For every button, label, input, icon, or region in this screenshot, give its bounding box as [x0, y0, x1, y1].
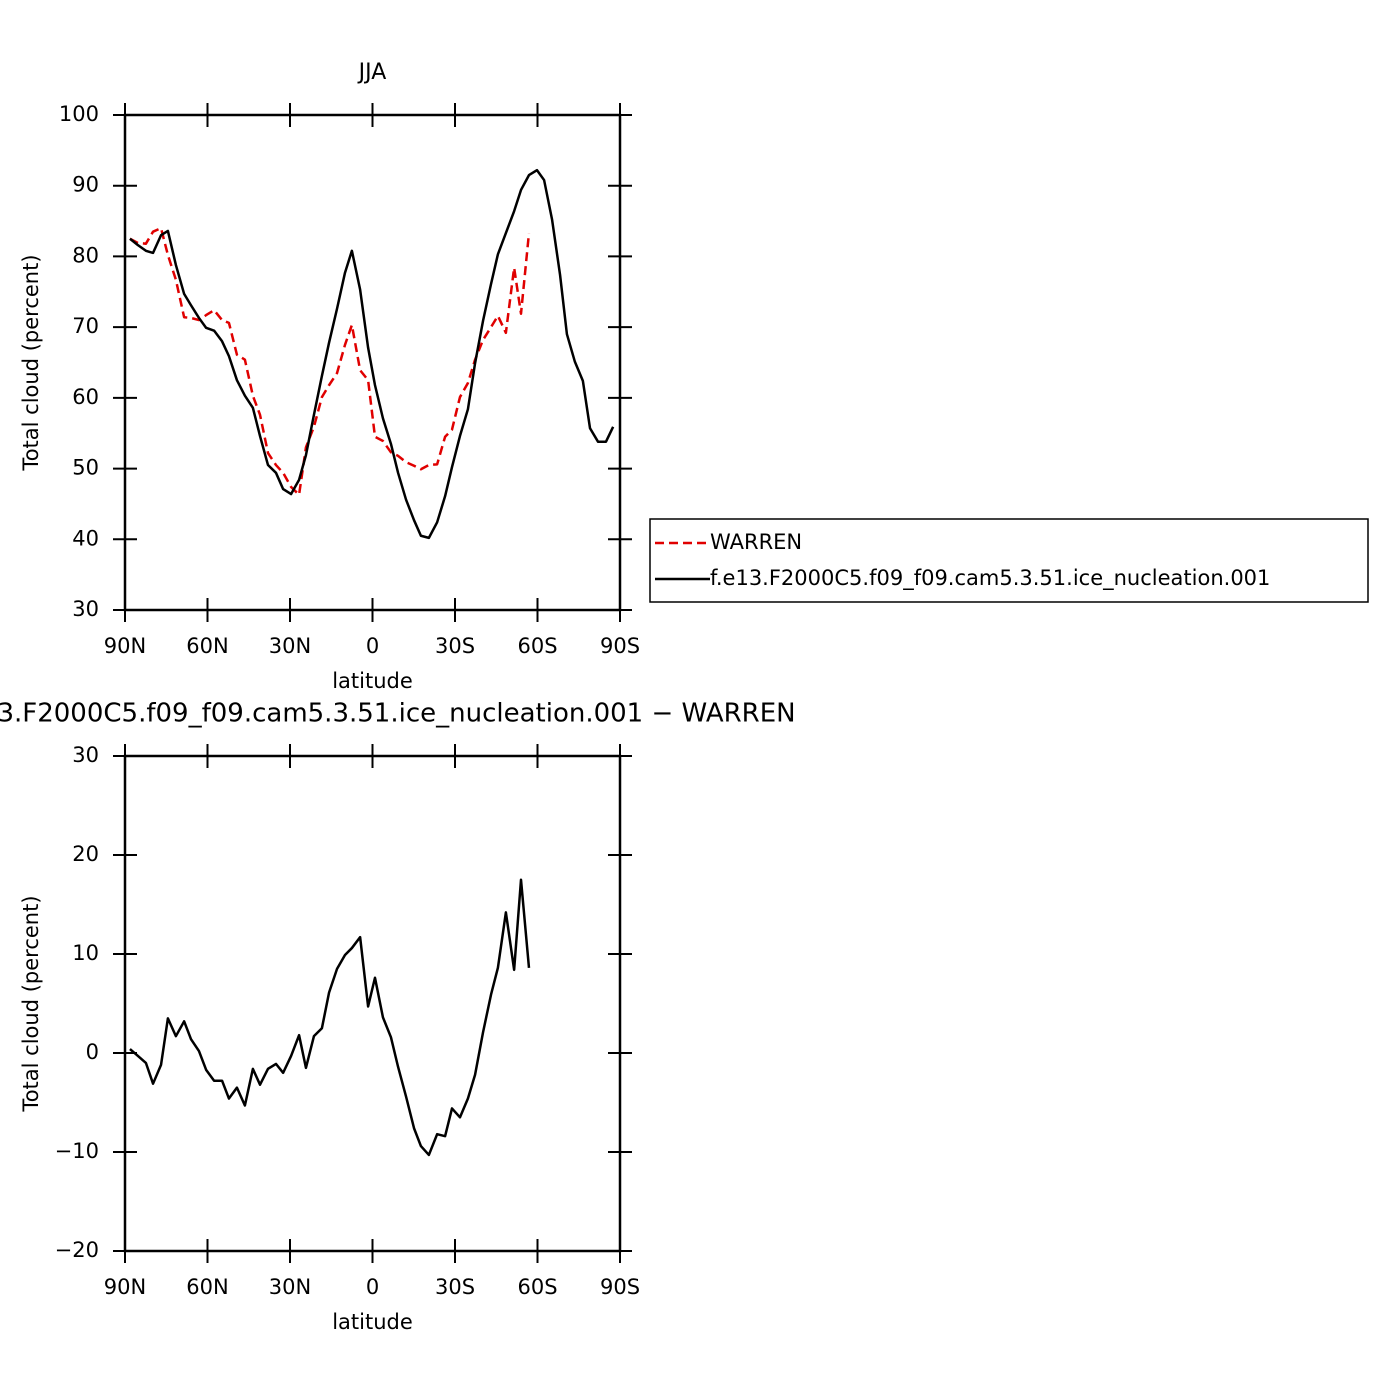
- x-tick-label: 60N: [186, 634, 228, 658]
- y-tick-label: 90: [72, 173, 99, 197]
- plot-frame: [123, 113, 622, 612]
- series-line: [129, 226, 531, 496]
- legend-label: WARREN: [710, 530, 802, 554]
- series-line: [129, 878, 531, 1157]
- x-axis-label: latitude: [332, 669, 413, 693]
- y-axis-label: Total cloud (percent): [19, 895, 43, 1112]
- y-tick-label: 100: [59, 102, 99, 126]
- x-tick-label: 0: [366, 1275, 379, 1299]
- y-tick-label: 50: [72, 456, 99, 480]
- x-tick-label: 90N: [104, 634, 146, 658]
- plot-frame: [123, 754, 622, 1253]
- x-tick-label: 60S: [517, 1275, 557, 1299]
- legend-label: f.e13.F2000C5.f09_f09.cam5.3.51.ice_nucl…: [710, 566, 1270, 591]
- y-tick-label: 10: [72, 941, 99, 965]
- y-tick-label: 30: [72, 743, 99, 767]
- x-tick-label: 90N: [104, 1275, 146, 1299]
- x-tick-label: 30N: [269, 634, 311, 658]
- y-tick-label: 0: [86, 1040, 99, 1064]
- x-tick-label: 30N: [269, 1275, 311, 1299]
- chart-title: JJA: [357, 60, 387, 85]
- x-tick-label: 60N: [186, 1275, 228, 1299]
- chart-title: f.e13.F2000C5.f09_f09.cam5.3.51.ice_nucl…: [0, 699, 796, 729]
- x-tick-label: 90S: [600, 634, 640, 658]
- x-tick-label: 0: [366, 634, 379, 658]
- series-line: [129, 168, 615, 540]
- x-tick-label: 60S: [517, 634, 557, 658]
- y-tick-label: −10: [55, 1139, 99, 1163]
- x-tick-label: 90S: [600, 1275, 640, 1299]
- y-tick-label: 70: [72, 314, 99, 338]
- y-tick-label: −20: [55, 1238, 99, 1262]
- y-tick-label: 30: [72, 597, 99, 621]
- x-tick-label: 30S: [435, 1275, 475, 1299]
- legend-box: [649, 518, 1369, 603]
- y-tick-label: 40: [72, 526, 99, 550]
- y-tick-label: 20: [72, 842, 99, 866]
- y-tick-label: 60: [72, 385, 99, 409]
- y-axis-label: Total cloud (percent): [19, 254, 43, 471]
- x-axis-label: latitude: [332, 1310, 413, 1334]
- x-tick-label: 30S: [435, 634, 475, 658]
- y-tick-label: 80: [72, 243, 99, 267]
